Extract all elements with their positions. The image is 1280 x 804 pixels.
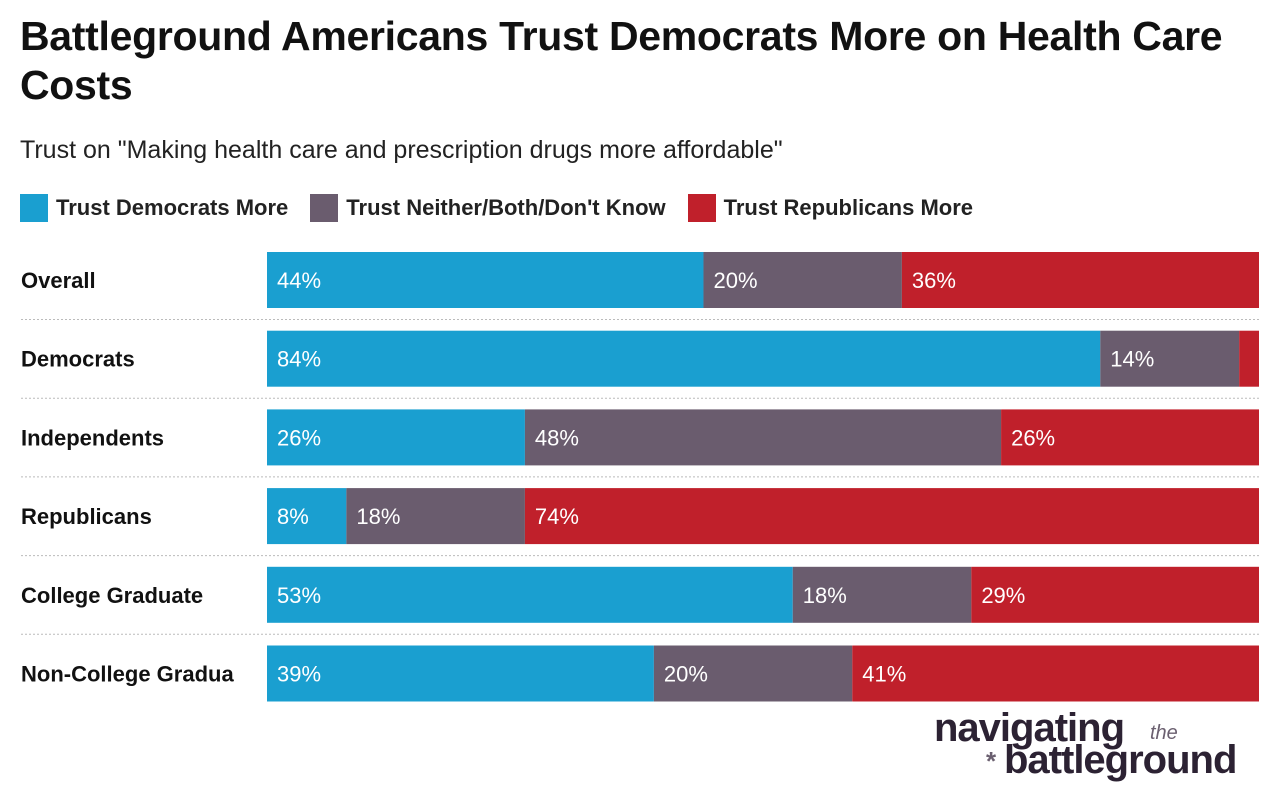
bar-segment — [267, 566, 793, 623]
data-label: 84% — [277, 347, 321, 372]
bar-segment — [267, 645, 654, 702]
bar-segment — [1001, 409, 1259, 466]
data-label: 20% — [713, 268, 757, 293]
bar-segment — [267, 488, 347, 545]
category-label: Independents — [21, 425, 164, 450]
data-label: 53% — [277, 583, 321, 608]
navigating-the-battleground-logo: navigating the * battleground — [934, 706, 1237, 782]
data-label: 26% — [277, 425, 321, 450]
bar-segment — [524, 488, 1259, 545]
data-label: 26% — [1011, 425, 1055, 450]
legend-item-republicans: Trust Republicans More — [687, 194, 974, 222]
bar-segment — [346, 488, 525, 545]
data-label: 74% — [535, 504, 579, 529]
bar-segment — [792, 566, 972, 623]
legend-item-democrats: Trust Democrats More — [20, 194, 288, 222]
data-label: 39% — [277, 662, 321, 687]
bar-segment — [703, 252, 902, 308]
bar-segment — [1239, 330, 1259, 387]
legend-swatch — [20, 194, 48, 222]
bar-segment — [971, 566, 1259, 623]
chart-subtitle: Trust on "Making health care and prescri… — [20, 136, 783, 164]
category-label: Republicans — [21, 504, 152, 529]
legend-swatch — [310, 194, 339, 222]
data-label: 48% — [535, 425, 579, 450]
category-label: Non-College Gradua — [21, 662, 234, 687]
data-label: 18% — [803, 583, 847, 608]
bar-segment — [852, 645, 1259, 702]
data-label: 18% — [356, 504, 400, 529]
category-label: Democrats — [21, 347, 135, 372]
data-label: 44% — [277, 268, 321, 293]
category-label: Overall — [21, 268, 96, 293]
chart-title: Battleground Americans Trust Democrats M… — [20, 13, 1223, 108]
bar-segment — [267, 252, 704, 308]
bar-segment — [524, 409, 1002, 466]
data-label: 14% — [1110, 347, 1154, 372]
bar-segment — [267, 330, 1101, 387]
data-label: 8% — [277, 504, 309, 529]
bar-segment — [1100, 330, 1240, 387]
bar-segment — [267, 409, 525, 466]
legend: Trust Democrats More Trust Neither/Both/… — [20, 194, 973, 222]
legend-label: Trust Republicans More — [723, 195, 974, 220]
data-label: 41% — [862, 662, 906, 687]
legend-label: Trust Neither/Both/Don't Know — [346, 195, 666, 220]
legend-label: Trust Democrats More — [56, 195, 289, 220]
legend-swatch — [687, 194, 716, 222]
data-label: 36% — [912, 268, 956, 293]
bar-segment — [901, 252, 1259, 308]
bar-segment — [653, 645, 853, 702]
data-label: 20% — [664, 662, 708, 687]
category-label: College Graduate — [21, 583, 203, 608]
data-label: 29% — [981, 583, 1025, 608]
legend-item-neither: Trust Neither/Both/Don't Know — [310, 194, 666, 222]
